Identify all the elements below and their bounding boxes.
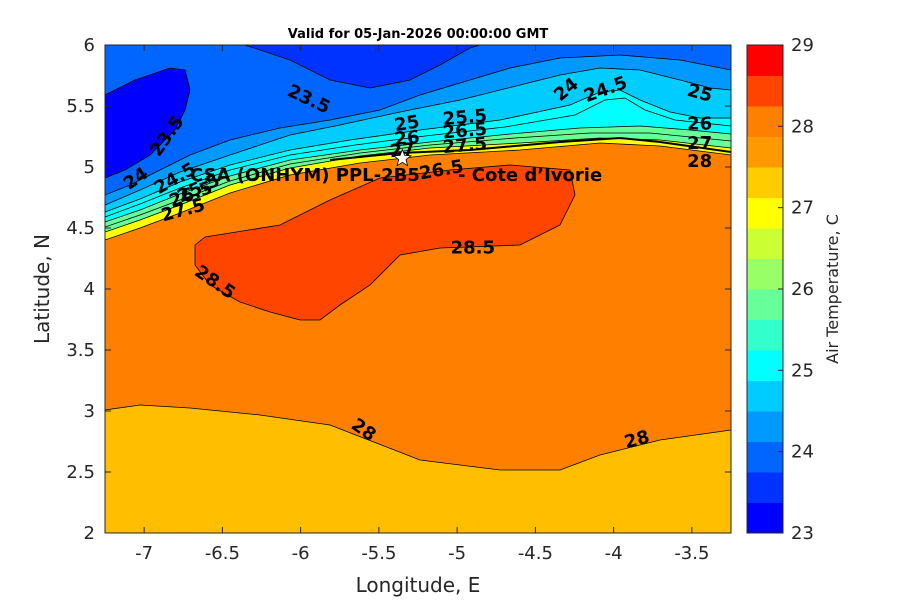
y-tick-label: 3 [84,401,95,422]
contour-field: 23.523.52424.5252525.5262626.5272727.528… [105,45,731,533]
colorbar-swatch [747,502,783,534]
colorbar-swatch [747,45,783,76]
y-tick-label: 3.5 [66,340,95,361]
colorbar-tick-label: 25 [791,360,814,381]
colorbar-swatch [747,289,783,320]
band-23-5-west [105,67,191,179]
y-axis-label: Latitude, N [30,234,54,344]
chart-title: Valid for 05-Jan-2026 00:00:00 GMT [288,27,549,42]
contour-lines [105,67,731,241]
band-24-5 [105,68,731,212]
contour-label: 25.5 [442,105,488,130]
site-star-icon [392,148,412,167]
contour-line-27-5 [105,142,731,241]
contour-label: 28.5 [451,238,495,259]
contour-label: 26 [687,113,712,134]
band-25 [105,90,731,222]
colorbar-swatch [747,472,783,503]
band-27 [105,138,731,240]
colorbar-swatch [747,441,783,473]
band-26 [105,126,731,232]
contour-line-25 [105,89,731,213]
contour-line-26 [105,125,731,223]
y-tick-label: 6 [84,35,95,56]
contour-label: 25 [393,111,421,136]
colorbar-swatch [747,106,783,137]
y-tick-label: 4 [84,279,95,300]
contour-line-coast [329,136,731,161]
colorbar [747,45,783,534]
colorbar-swatch [747,411,783,442]
band-23-5-north [244,45,481,89]
colorbar-tick-label: 23 [791,523,814,544]
colorbar-swatch [747,258,783,290]
y-tick-label: 5.5 [66,96,95,117]
colorbar-tick-label: 24 [791,442,814,463]
contour-label: 26.5 [442,119,488,144]
y-tick-label: 4.5 [66,218,95,239]
colorbar-swatch [747,380,783,412]
site-name-label: CSA (ONHYM) PPL-2B5 [190,165,420,186]
x-tick-label: -3.5 [674,543,709,564]
colorbar-tick-label: 26 [791,279,814,300]
x-tick-label: -4 [605,543,623,564]
colorbar-swatch [747,319,783,351]
y-tick-label: 2.5 [66,462,95,483]
site-country-label: - Cote d’Ivorie [458,165,602,186]
x-axis: -7 -6.5 -6 -5.5 -5 -4.5 -4 -3.5 [135,45,709,564]
colorbar-tick-label: 29 [791,35,814,56]
colorbar-swatch [747,197,783,229]
x-tick-label: -6.5 [205,543,240,564]
band-28-5-29 [194,164,576,321]
site-marker: CSA (ONHYM) PPL-2B5 - Cote d’Ivorie [190,148,602,186]
y-axis: 2 2.5 3 3.5 4 4.5 5 5.5 6 [66,35,731,544]
contour-labels: 23.523.52424.5252525.5262626.5272727.528… [120,72,715,453]
colorbar-swatch [747,228,783,259]
x-tick-label: -5 [448,543,466,564]
colorbar-swatch [747,350,783,381]
contour-line-24-5 [105,67,731,206]
x-tick-label: -6 [292,543,310,564]
contour-label: 26 [394,127,421,150]
colorbar-tick-label: 28 [791,116,814,137]
colorbar-label: Air Temperature, C [823,214,842,364]
contour-line-26-5 [105,132,731,228]
y-tick-label: 5 [84,157,95,178]
colorbar-tick-label: 27 [791,198,814,219]
contour-line-25-5 [105,97,731,218]
colorbar-ticks: 23 24 25 26 27 28 29 [778,35,814,544]
y-tick-label: 2 [84,523,95,544]
x-axis-label: Longitude, E [356,573,481,597]
colorbar-swatch [747,167,783,198]
contour-label: 27.5 [442,133,488,158]
colorbar-swatch [747,136,783,168]
x-tick-label: -4.5 [518,543,553,564]
band-24 [105,45,731,196]
x-tick-label: -7 [135,543,153,564]
x-tick-label: -5.5 [361,543,396,564]
contour-label: 28 [687,151,712,172]
colorbar-swatch [747,75,783,107]
contour-label: 27 [687,133,712,154]
